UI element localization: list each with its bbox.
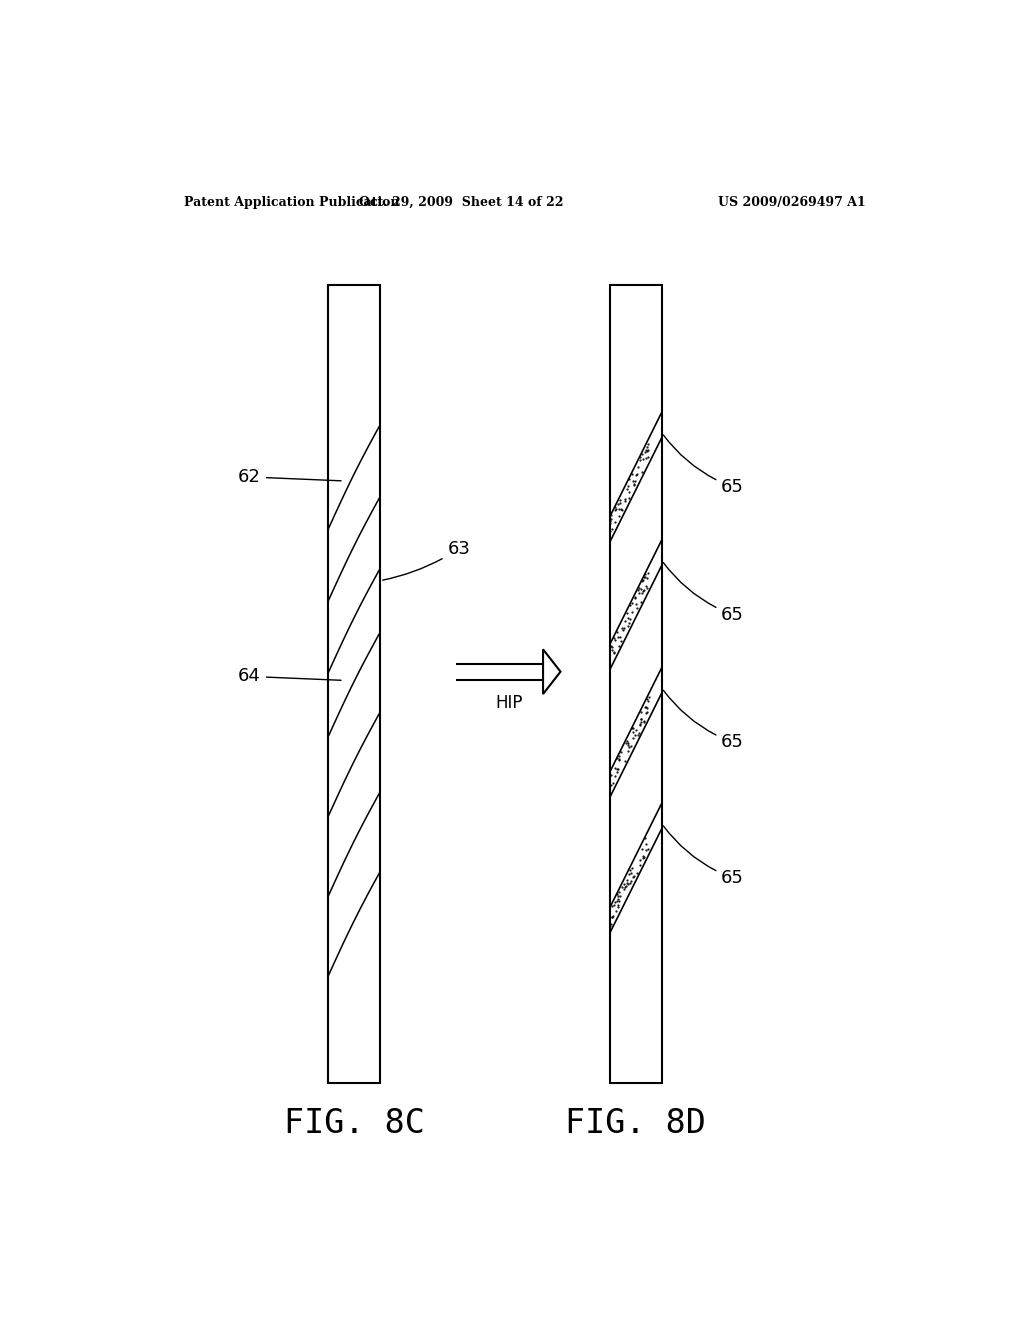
Text: US 2009/0269497 A1: US 2009/0269497 A1 (718, 195, 866, 209)
Text: 65: 65 (664, 562, 744, 624)
Text: 65: 65 (664, 434, 744, 496)
Polygon shape (543, 649, 560, 694)
Text: Patent Application Publication: Patent Application Publication (183, 195, 399, 209)
Text: FIG. 8D: FIG. 8D (565, 1107, 707, 1140)
Text: Oct. 29, 2009  Sheet 14 of 22: Oct. 29, 2009 Sheet 14 of 22 (359, 195, 563, 209)
Text: 65: 65 (664, 690, 744, 751)
Text: HIP: HIP (496, 694, 522, 711)
Bar (329, 285, 380, 1084)
Text: 62: 62 (238, 467, 341, 486)
Text: 63: 63 (383, 540, 470, 579)
Bar (610, 285, 662, 1084)
Text: 65: 65 (664, 826, 744, 887)
Text: 64: 64 (238, 668, 341, 685)
Text: FIG. 8C: FIG. 8C (284, 1107, 425, 1140)
